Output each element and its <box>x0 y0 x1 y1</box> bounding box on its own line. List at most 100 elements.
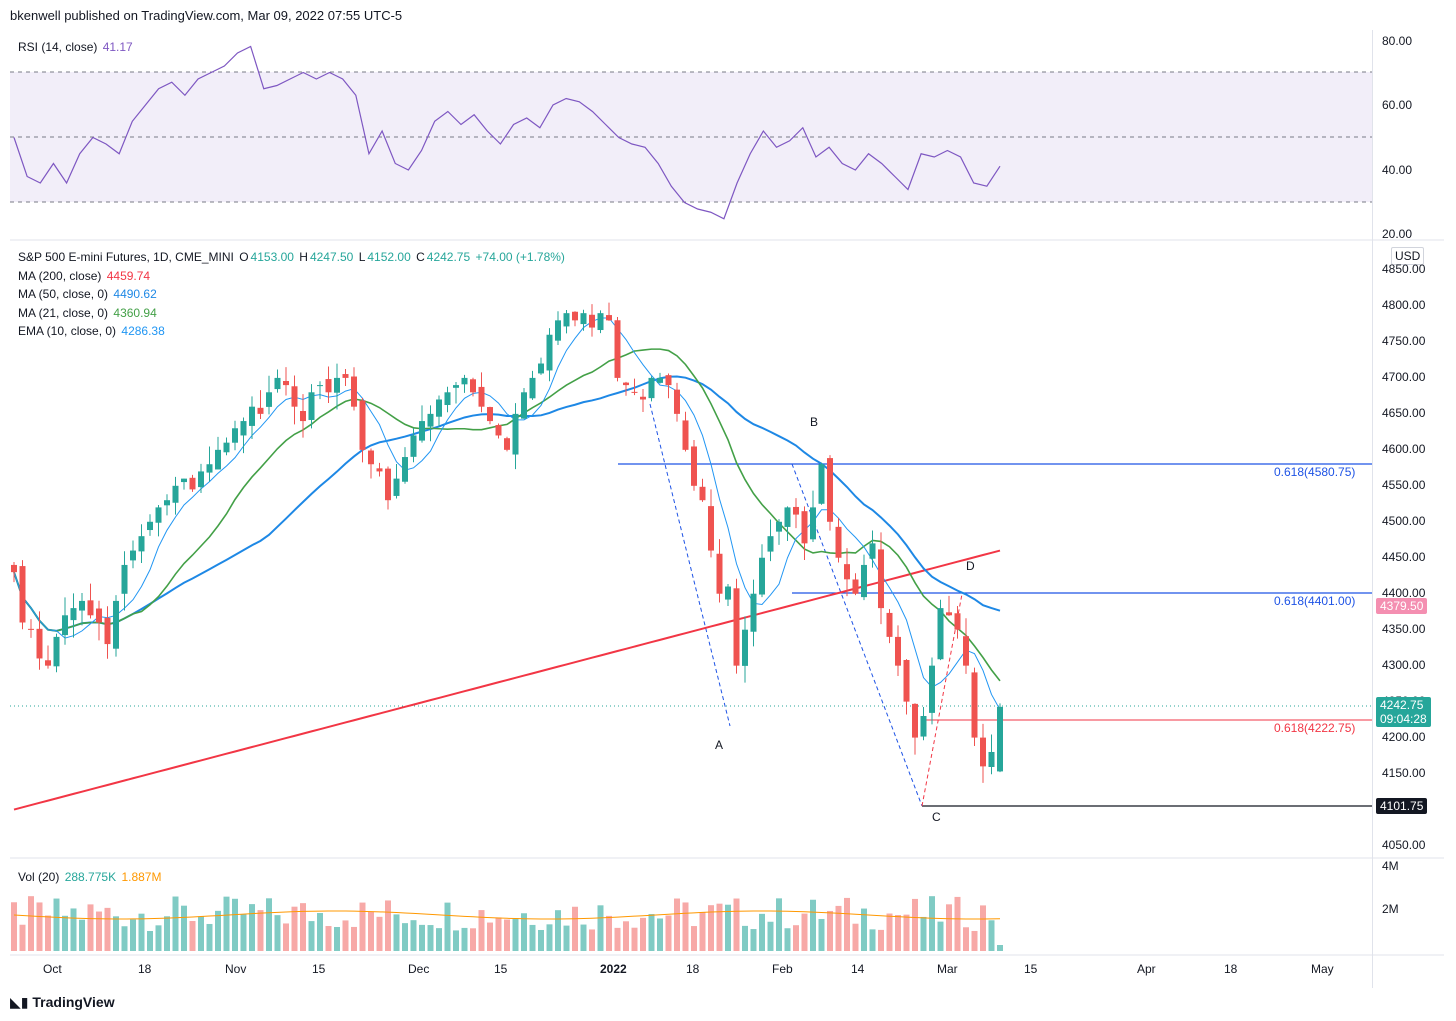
volume-bar <box>589 929 595 951</box>
volume-bar <box>478 910 485 951</box>
candle-body <box>827 458 833 522</box>
volume-bar <box>988 920 995 951</box>
volume-bar <box>130 919 136 951</box>
volume-bar <box>903 914 910 951</box>
fib-label-1: 0.618(4580.75) <box>1274 465 1356 479</box>
candle-body <box>818 464 825 504</box>
price-axis-label: 4500.00 <box>1382 513 1426 528</box>
candle-body <box>11 564 17 573</box>
volume-bar <box>665 915 672 951</box>
volume-bar <box>716 903 723 951</box>
volume-bar <box>759 913 765 951</box>
candle-body <box>657 377 663 383</box>
candle-body <box>954 613 961 630</box>
rsi-label: RSI (14, close) <box>18 40 98 54</box>
candle-body <box>563 313 570 327</box>
ma50-label[interactable]: MA (50, close, 0) <box>18 287 109 302</box>
volume-bar <box>487 922 493 951</box>
candle-body <box>801 511 808 544</box>
candle-body <box>971 672 978 738</box>
candle-body <box>291 386 298 407</box>
candle-body <box>691 446 697 486</box>
candle-body <box>716 553 723 594</box>
time-axis-label: 15 <box>494 962 508 976</box>
point-c-label: C <box>932 810 941 824</box>
volume-bar <box>11 902 17 951</box>
volume-bar <box>572 906 578 951</box>
candle-body <box>215 449 221 470</box>
volume-bar <box>96 911 102 951</box>
volume-bar <box>929 896 935 951</box>
h-label: H <box>299 250 308 264</box>
candle-body <box>62 615 68 636</box>
volume-bar <box>844 897 850 951</box>
rsi-axis-20: 20.00 <box>1382 227 1413 241</box>
candle-body <box>147 521 153 531</box>
candle-body <box>470 379 476 393</box>
candle-body <box>130 550 136 561</box>
volume-bar <box>733 898 740 951</box>
price-axis-label: 4450.00 <box>1382 549 1426 564</box>
candle-body <box>232 428 238 443</box>
last-price-tag: 4242.75 09:04:28 <box>1376 697 1431 727</box>
price-axis-label: 4550.00 <box>1382 477 1426 492</box>
price-axis-label: 4200.00 <box>1382 729 1426 744</box>
candle-body <box>240 421 247 436</box>
volume-bar <box>410 920 417 951</box>
candle-body <box>538 363 544 374</box>
o-label: O <box>239 250 249 264</box>
candle-body <box>36 628 43 659</box>
candle-body <box>308 392 315 420</box>
volume-bars <box>11 896 1003 951</box>
candle-body <box>79 600 85 611</box>
rsi-axis-80: 80.00 <box>1382 34 1413 48</box>
candle-body <box>113 600 119 649</box>
candle-body <box>878 549 884 609</box>
candle-body <box>861 564 867 598</box>
candle-body <box>750 593 757 632</box>
ma200-label[interactable]: MA (200, close) <box>18 268 102 283</box>
currency-badge[interactable]: USD <box>1391 247 1425 265</box>
candle-body <box>903 659 910 702</box>
volume-bar <box>402 923 408 951</box>
candle-body <box>937 608 944 660</box>
price-axis-label: 4300.00 <box>1382 657 1426 672</box>
volume-bar <box>368 911 374 951</box>
price-axis-label: 4850.00 <box>1382 262 1426 276</box>
volume-bar <box>640 917 646 951</box>
candle-body <box>988 751 995 767</box>
volume-bar <box>53 898 60 951</box>
volume-bar <box>189 921 196 951</box>
ma21-label[interactable]: MA (21, close, 0) <box>18 305 109 320</box>
candle-body <box>742 629 748 666</box>
candle-body <box>436 399 442 417</box>
candle-body <box>699 486 706 501</box>
volume-bar <box>742 925 748 951</box>
tradingview-brand[interactable]: ◣▮ TradingView <box>10 994 115 1011</box>
time-axis-label: 18 <box>686 962 700 976</box>
time-axis-label: 15 <box>312 962 326 976</box>
point-b-label: B <box>810 415 819 429</box>
symbol-title[interactable]: S&P 500 E-mini Futures, 1D, CME_MINI <box>18 250 234 264</box>
low-price-tag: 4101.75 <box>1376 798 1428 814</box>
candle-body <box>912 703 918 738</box>
candle-body <box>844 564 850 580</box>
volume-bar <box>597 905 604 951</box>
volume-bar <box>886 913 893 951</box>
candle-body <box>963 636 969 666</box>
volume-bar <box>784 928 791 951</box>
ema10-label[interactable]: EMA (10, close, 0) <box>18 324 117 339</box>
rsi-legend: RSI (14, close) 41.17 <box>18 38 135 57</box>
volume-bar <box>45 915 51 951</box>
candle-body <box>495 425 502 436</box>
volume-bar <box>767 921 774 951</box>
candle-body <box>920 716 927 737</box>
volume-bar <box>878 929 884 951</box>
volume-bar <box>827 910 833 951</box>
candle-body <box>767 536 774 552</box>
volume-bar <box>920 916 927 951</box>
volume-bar <box>198 916 204 951</box>
candle-body <box>249 406 255 426</box>
volume-bar <box>648 914 655 951</box>
